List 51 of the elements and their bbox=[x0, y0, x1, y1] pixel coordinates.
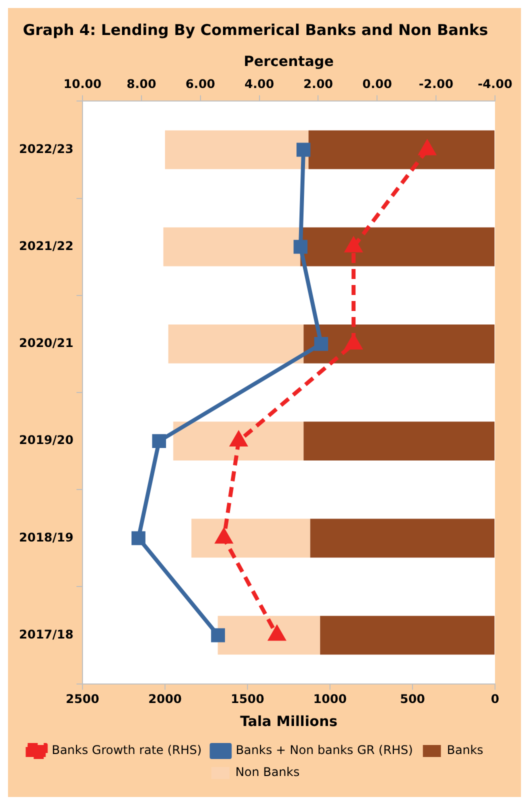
bar bbox=[300, 227, 494, 266]
legend-label: Banks Growth rate (RHS) bbox=[52, 743, 202, 758]
y-tick-label: 2018/19 bbox=[18, 530, 74, 544]
bar bbox=[308, 130, 494, 170]
y-tick-label: 2019/20 bbox=[18, 433, 74, 448]
bar bbox=[173, 422, 304, 460]
bar bbox=[304, 422, 494, 460]
point bbox=[294, 240, 308, 254]
x2-tick-label: 2.00 bbox=[303, 77, 334, 92]
y-tick-label: 2021/22 bbox=[18, 238, 74, 253]
chart-title: Graph 4: Lending By Commerical Banks and Non Banks bbox=[22, 20, 488, 39]
y-tick-label: 2020/21 bbox=[18, 336, 74, 350]
x-tick-label: 0 bbox=[490, 692, 500, 706]
x-tick-label: 1000 bbox=[313, 692, 347, 706]
legend-label: Banks bbox=[446, 743, 484, 758]
point bbox=[314, 337, 328, 351]
x2-tick-label: 6.00 bbox=[186, 77, 216, 92]
x-tick-label: 1500 bbox=[230, 692, 264, 706]
bar bbox=[163, 227, 300, 266]
x-tick-label: 500 bbox=[400, 692, 426, 706]
x2-tick-label: -2.00 bbox=[418, 77, 454, 92]
bar bbox=[191, 518, 310, 558]
x2-axis-title: Percentage bbox=[244, 54, 334, 70]
bar bbox=[320, 616, 494, 655]
bar bbox=[304, 324, 494, 364]
bar bbox=[218, 616, 320, 655]
point bbox=[268, 626, 286, 641]
point bbox=[211, 628, 225, 642]
bar bbox=[310, 518, 494, 558]
x2-tick-label: 0.00 bbox=[362, 77, 392, 92]
x2-tick-label: 8.00 bbox=[126, 77, 156, 92]
x2-tick-label: 10.00 bbox=[63, 77, 102, 92]
point bbox=[132, 531, 146, 546]
point bbox=[419, 140, 436, 156]
x2-tick-label: 4.00 bbox=[244, 77, 274, 92]
y-tick-label: 2022/23 bbox=[18, 142, 74, 156]
bar bbox=[164, 130, 309, 170]
bar bbox=[168, 324, 304, 364]
x-tick-label: 2000 bbox=[148, 692, 182, 706]
legend-label: Non Banks bbox=[235, 765, 300, 780]
point bbox=[152, 434, 166, 448]
y-tick-label: 2017/18 bbox=[18, 627, 74, 642]
x-axis-title: Tala Millions bbox=[240, 714, 338, 730]
point bbox=[346, 334, 362, 350]
x2-tick-label: -4.00 bbox=[478, 77, 512, 92]
point bbox=[346, 238, 362, 252]
point bbox=[296, 142, 310, 157]
point bbox=[230, 432, 247, 447]
point bbox=[216, 529, 232, 544]
legend-label: Banks + Non banks GR (RHS) bbox=[236, 743, 413, 758]
x-tick-label: 2500 bbox=[66, 692, 100, 706]
